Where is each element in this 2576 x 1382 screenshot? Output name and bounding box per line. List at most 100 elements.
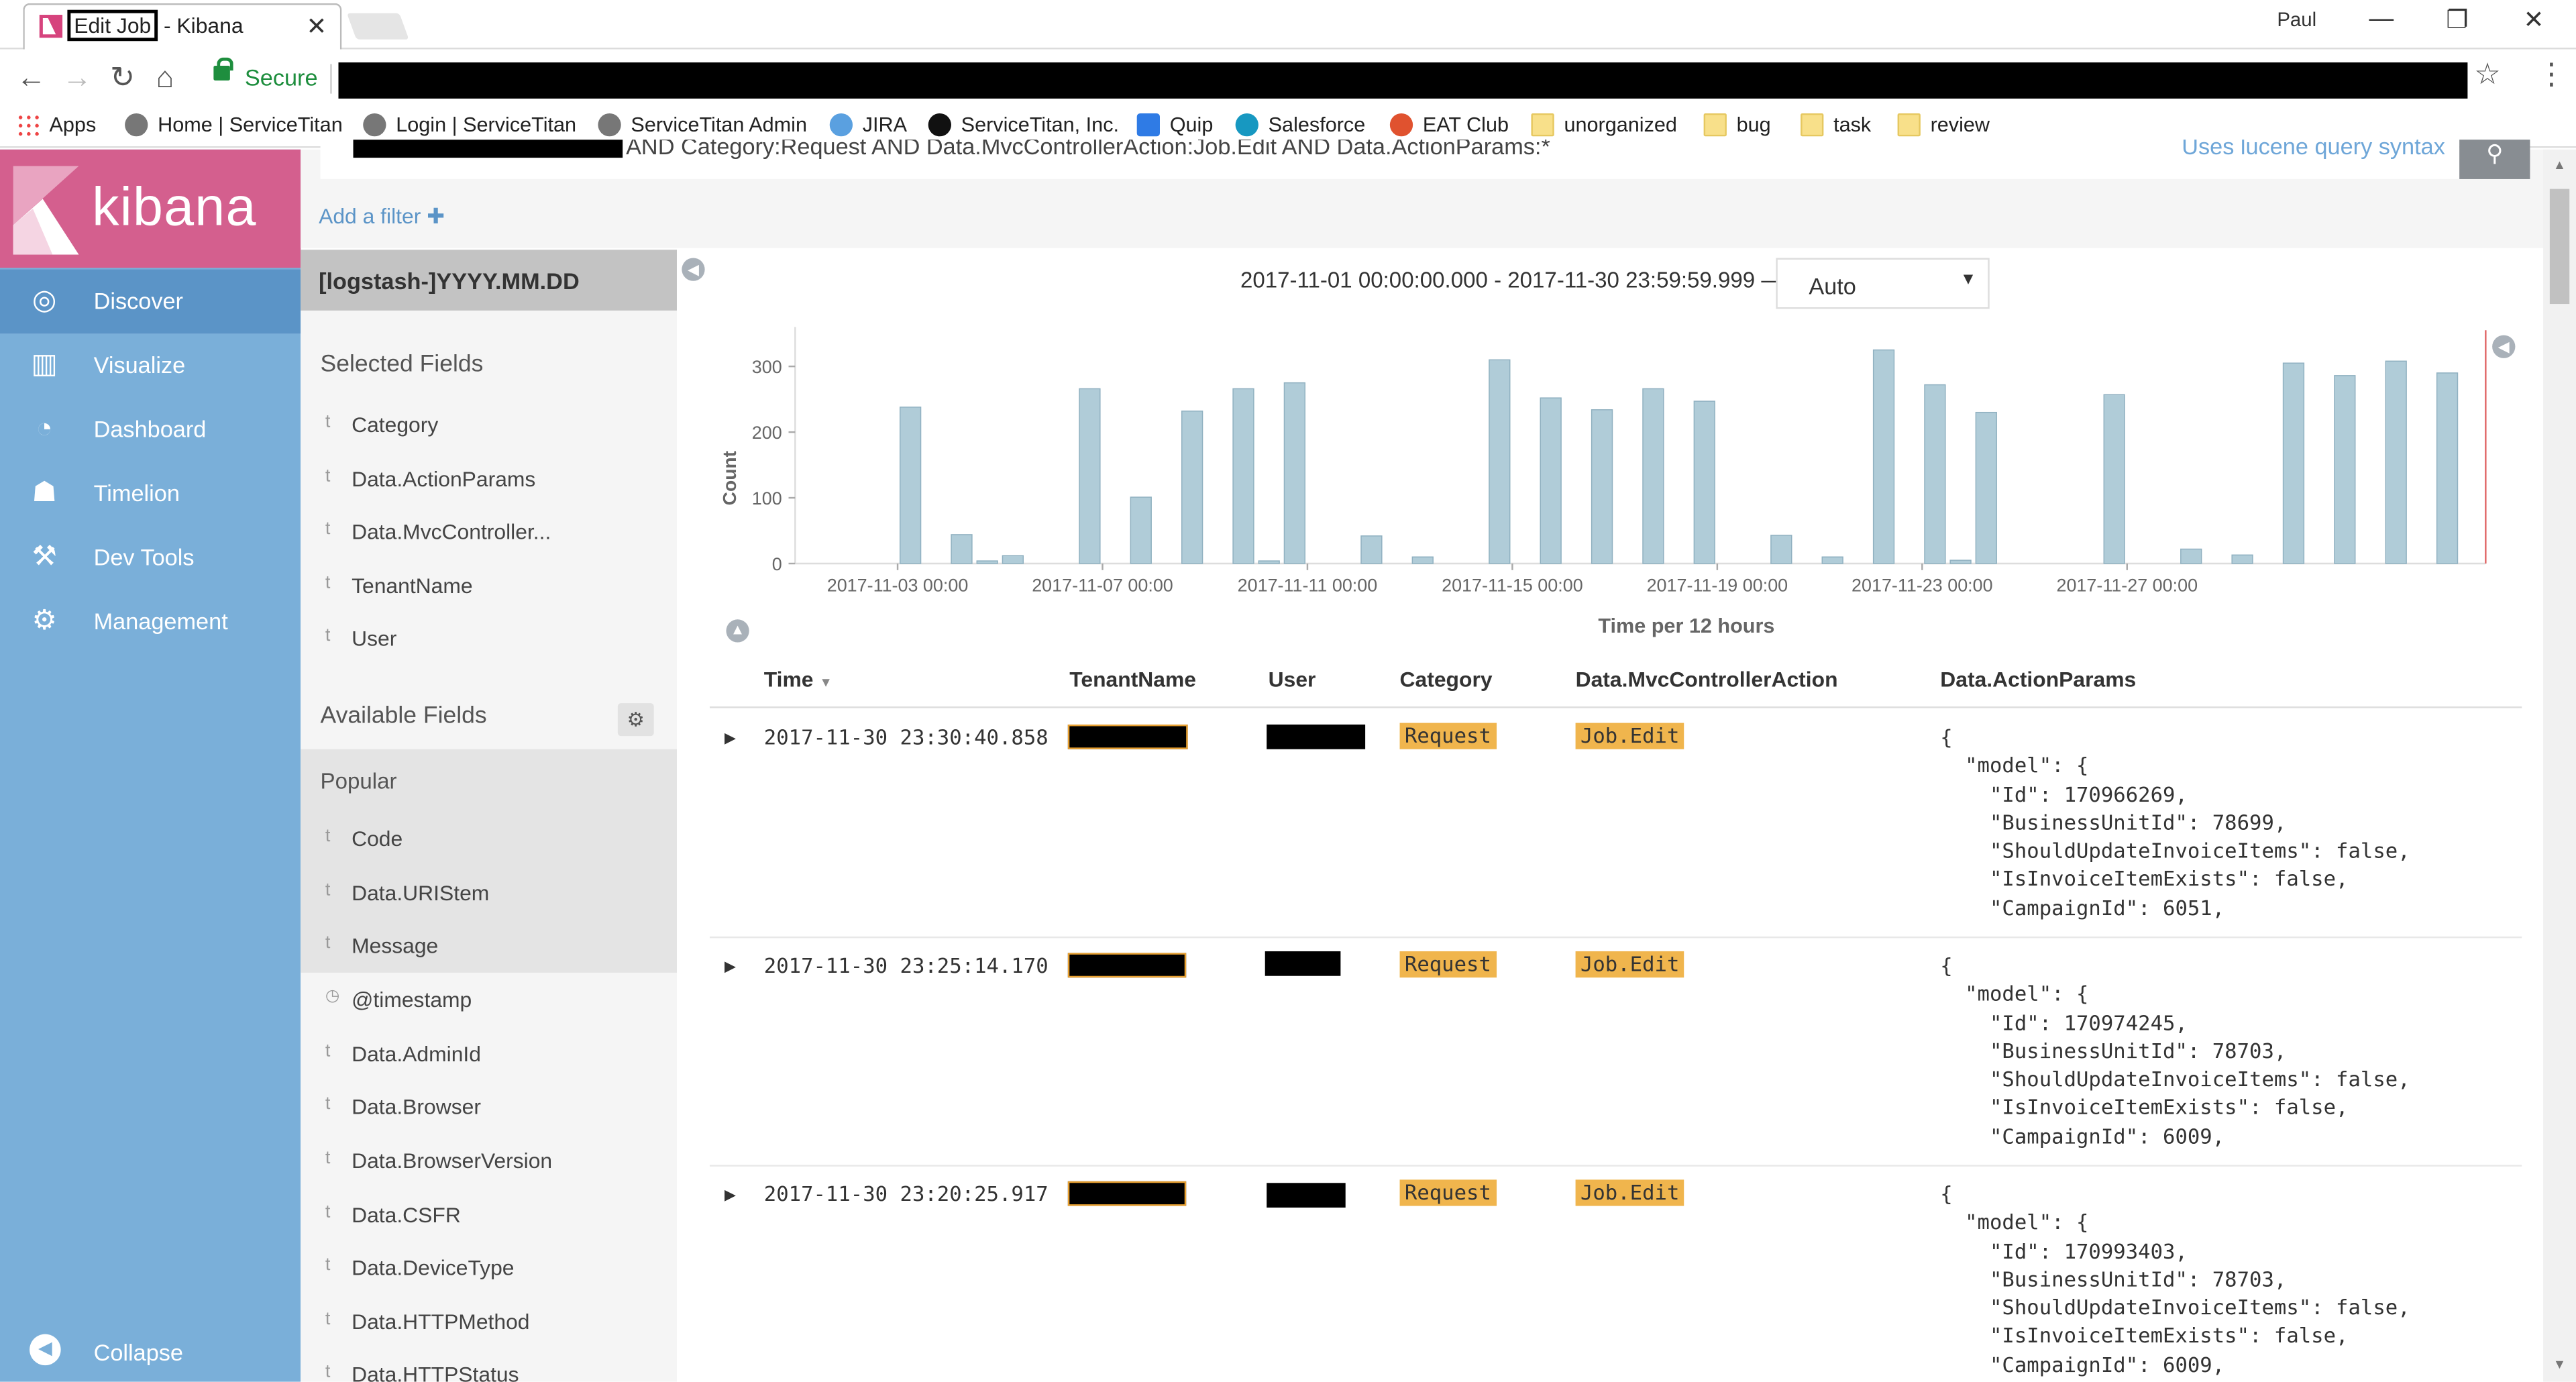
histogram-bar[interactable] [2385,360,2407,564]
histogram-bar[interactable] [1411,556,1434,564]
histogram-bar[interactable] [976,560,998,564]
sort-desc-icon[interactable]: ▼ [819,675,833,690]
histogram-bar[interactable] [1232,388,1254,564]
histogram-bar[interactable] [2282,362,2305,564]
field-item[interactable]: t TenantName [321,574,649,606]
kibana-brand[interactable]: kibana [0,149,301,268]
minimize-icon[interactable]: — [2369,5,2394,33]
histogram-bar[interactable] [1924,384,1946,564]
chevron-up-icon[interactable]: ▲ [726,619,749,643]
browser-tab[interactable]: Edit Job - Kibana ✕ [23,3,342,50]
field-item[interactable]: t User [321,626,649,659]
histogram-bar[interactable] [1693,401,1715,564]
field-item[interactable]: t Data.AdminId [321,1042,649,1075]
bookmark-star-icon[interactable]: ☆ [2474,57,2501,91]
nav-item-dashboard[interactable]: ◔ Dashboard [0,398,301,462]
restore-icon[interactable]: ❐ [2446,6,2469,35]
collapse-nav-button[interactable]: ◀ Collapse [0,1324,301,1382]
nav-item-timelion[interactable]: ☗ Timelion [0,462,301,526]
field-item[interactable]: t Data.Browser [321,1094,649,1127]
bookmark-github[interactable]: ServiceTitan, Inc. [928,113,1119,137]
bookmark-folder-review[interactable]: review [1897,113,1990,137]
histogram-bar[interactable] [1079,388,1101,564]
expand-row-icon[interactable]: ▶ [724,1186,736,1203]
histogram-bar[interactable] [1360,535,1383,564]
field-item[interactable]: t Data.CSFR [321,1203,649,1236]
new-tab-button[interactable] [346,13,409,40]
field-item[interactable]: ◷ @timestamp [321,988,649,1020]
histogram-bar[interactable] [1872,349,1895,564]
column-header-category[interactable]: Category [1399,667,1493,692]
collapse-chart-icon[interactable]: ◀ [2492,335,2516,358]
histogram-chart[interactable]: 0 100 200 300 2017-11-03 00:00 2017-11-07 00:… [706,321,2530,641]
query-input[interactable]: AND Category:Request AND Data.MvcControl… [320,140,2460,179]
field-item[interactable]: t Data.MvcController... [321,519,649,552]
scroll-up-icon[interactable]: ▲ [2553,158,2567,173]
address-bar[interactable]: Secure [200,57,2514,101]
histogram-bar[interactable] [2180,548,2202,564]
expand-row-icon[interactable]: ▶ [724,729,736,746]
histogram-bar[interactable] [1181,411,1203,564]
histogram-bar[interactable] [2334,375,2356,564]
tab-close-icon[interactable]: ✕ [306,13,327,42]
histogram-bar[interactable] [1130,496,1152,564]
histogram-bar[interactable] [1540,397,1562,564]
histogram-bar[interactable] [1002,555,1024,564]
back-icon[interactable]: ← [16,60,46,94]
scroll-down-icon[interactable]: ▼ [2553,1357,2567,1372]
nav-item-management[interactable]: ⚙ Management [0,590,301,654]
bookmark-folder-bug[interactable]: bug [1703,113,1771,137]
expand-row-icon[interactable]: ▶ [724,957,736,975]
field-item[interactable]: t Code [321,827,649,859]
bookmark-folder-unorganized[interactable]: unorganized [1531,113,1677,137]
bookmark-login-servicetitan[interactable]: Login | ServiceTitan [363,113,576,137]
bookmark-jira[interactable]: JIRA [829,113,907,137]
bookmark-folder-task[interactable]: task [1801,113,1871,137]
field-item[interactable]: t Message [321,933,649,966]
bookmark-apps[interactable]: Apps [16,113,96,137]
histogram-bar[interactable] [1975,411,1997,564]
bookmark-eat-club[interactable]: EAT Club [1389,113,1509,137]
window-close-icon[interactable]: ✕ [2523,6,2544,35]
column-header-action-params[interactable]: Data.ActionParams [1940,667,2137,692]
histogram-bar[interactable] [2103,394,2125,564]
nav-item-dev-tools[interactable]: ⚒ Dev Tools [0,526,301,590]
index-pattern-selector[interactable]: [logstash-]YYYY.MM.DD [301,250,677,311]
histogram-bar[interactable] [899,407,922,564]
histogram-bar[interactable] [1283,382,1306,564]
field-item[interactable]: t Data.HTTPStatus [321,1362,649,1382]
column-header-mvc-action[interactable]: Data.MvcControllerAction [1575,667,1838,692]
profile-name[interactable]: Paul [2277,8,2317,32]
reload-icon[interactable]: ↻ [110,60,136,94]
field-item[interactable]: t Data.DeviceType [321,1255,649,1288]
forward-icon[interactable]: → [62,60,93,94]
histogram-bar[interactable] [2231,554,2253,564]
search-button[interactable]: ⚲ [2459,140,2530,179]
histogram-bar[interactable] [1949,560,1972,564]
collapse-sidebar-icon[interactable]: ◀ [682,258,705,281]
page-scrollbar[interactable]: ▲ ▼ [2543,149,2576,1382]
bookmark-salesforce[interactable]: Salesforce [1235,113,1365,137]
bookmark-home-servicetitan[interactable]: Home | ServiceTitan [125,113,343,137]
nav-item-discover[interactable]: ◎ Discover [0,269,301,334]
field-settings-gear-icon[interactable]: ⚙ [617,703,654,737]
histogram-bar[interactable] [1258,560,1280,564]
browser-menu-icon[interactable]: ⋮ [2536,57,2567,91]
field-item[interactable]: t Category [321,413,649,445]
bookmark-quip[interactable]: Quip [1136,113,1213,137]
bookmark-servicetitan-admin[interactable]: ServiceTitan Admin [598,113,807,137]
histogram-bar[interactable] [1591,409,1613,564]
histogram-bar[interactable] [2436,372,2459,564]
field-item[interactable]: t Data.HTTPMethod [321,1310,649,1342]
field-item[interactable]: t Data.ActionParams [321,467,649,500]
column-header-time[interactable]: Time ▼ [764,667,833,692]
histogram-bar[interactable] [951,534,973,564]
lucene-syntax-link[interactable]: Uses lucene query syntax [2182,140,2445,160]
add-filter-link[interactable]: Add a filter ✚ [319,204,445,230]
histogram-bar[interactable] [1770,535,1792,564]
nav-item-visualize[interactable]: ▥ Visualize [0,333,301,398]
column-header-user[interactable]: User [1268,667,1316,692]
interval-select[interactable]: Auto ▼ [1776,258,1990,309]
histogram-bar[interactable] [1489,359,1511,564]
column-header-tenantname[interactable]: TenantName [1069,667,1197,692]
